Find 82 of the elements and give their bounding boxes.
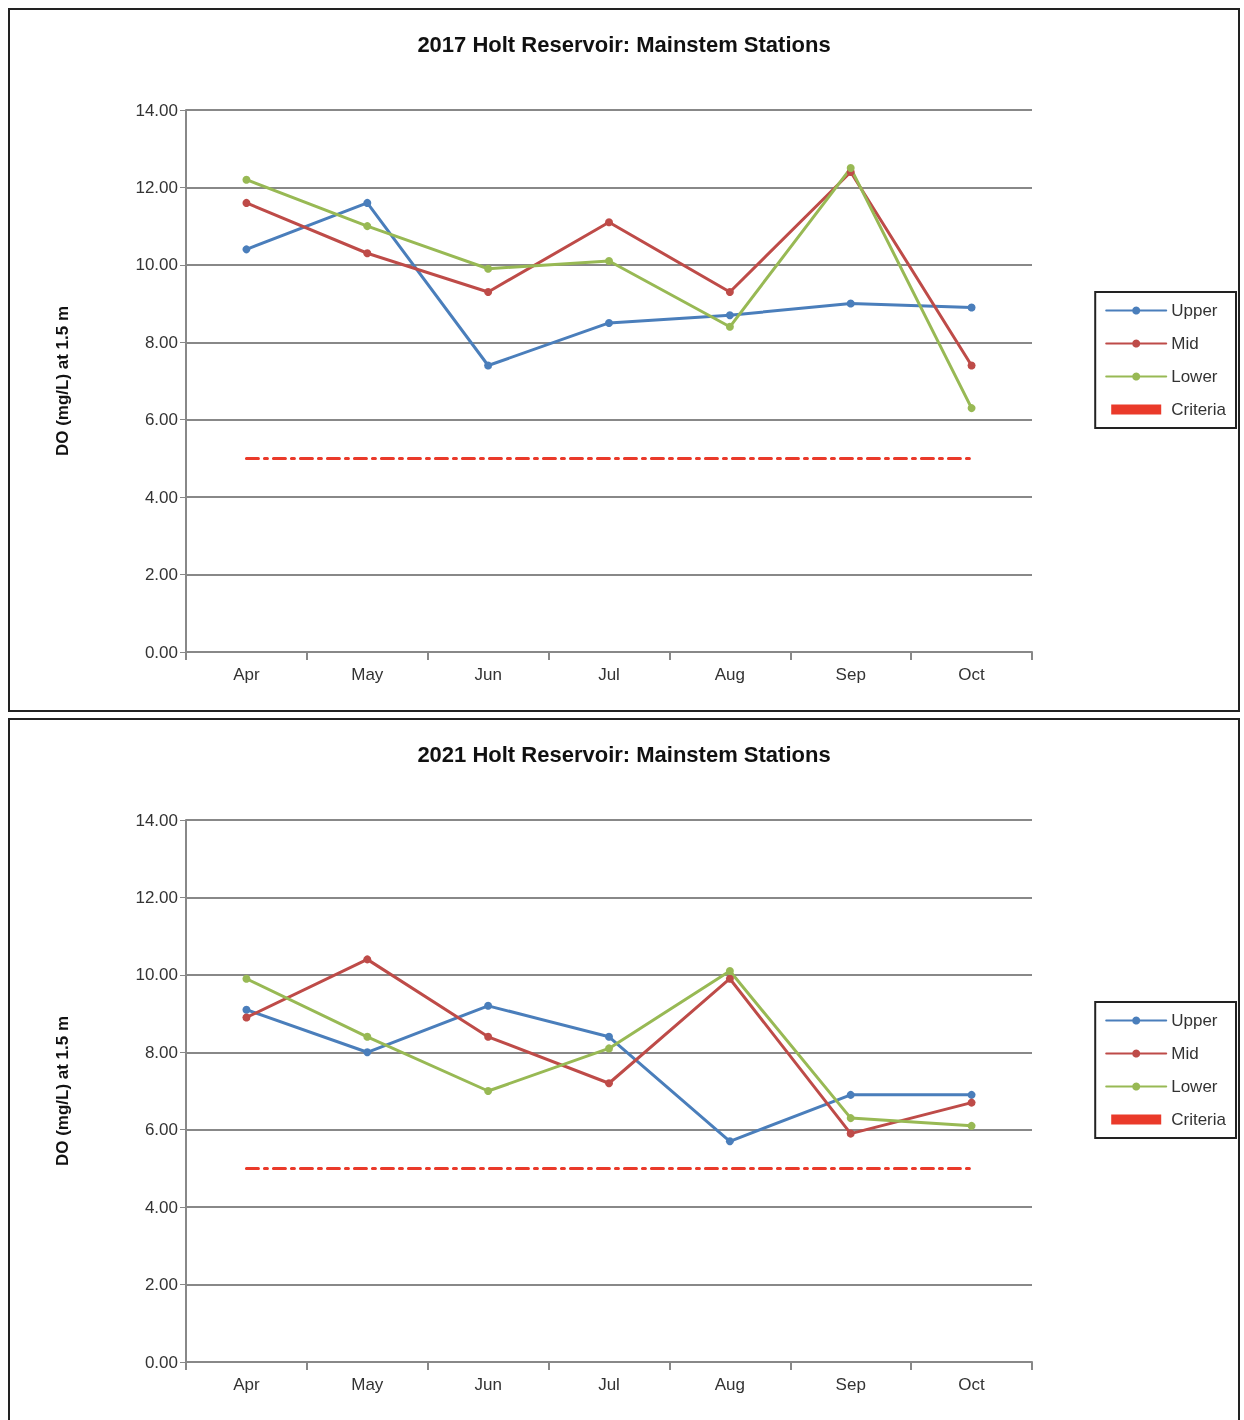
y-tick-label: 2.00 — [144, 1275, 178, 1295]
point — [846, 1114, 855, 1123]
y-tick-label: 14.00 — [135, 810, 178, 830]
point — [605, 1044, 613, 1053]
point — [605, 1032, 613, 1041]
y-tick-label: 12.00 — [135, 887, 178, 907]
x-tick-label: Aug — [714, 1375, 745, 1394]
chart-title: 2021 Holt Reservoir: Mainstem Stations — [417, 741, 831, 767]
x-tick-label: Sep — [835, 1375, 866, 1394]
x-tick-label: Apr — [233, 665, 260, 684]
y-axis-title: DO (mg/L) at 1.5 m — [53, 305, 72, 457]
y-tick-label: 6.00 — [144, 1120, 178, 1140]
point — [484, 1001, 493, 1010]
point — [725, 974, 734, 983]
x-tick-label: Jun — [474, 1375, 502, 1394]
point — [363, 955, 372, 964]
point — [725, 311, 734, 320]
y-tick-label: 8.00 — [144, 332, 178, 352]
x-tick-label: Oct — [958, 665, 986, 684]
point — [242, 175, 251, 184]
point — [484, 361, 493, 370]
x-tick-label: May — [351, 665, 384, 684]
legend-label: Criteria — [1171, 400, 1227, 419]
point — [725, 287, 734, 296]
x-tick-label: Sep — [835, 665, 866, 684]
x-tick-label: May — [351, 1375, 384, 1394]
y-tick-label: 10.00 — [135, 255, 178, 275]
point — [846, 1090, 855, 1099]
point — [363, 198, 372, 207]
point — [363, 222, 372, 231]
point — [242, 245, 251, 254]
y-tick-label: 8.00 — [144, 1042, 178, 1062]
point — [484, 1087, 493, 1095]
point — [967, 361, 976, 370]
y-tick-label: 4.00 — [144, 1197, 178, 1217]
point — [242, 198, 251, 207]
y-tick-label: 14.00 — [135, 100, 178, 120]
point — [967, 1121, 976, 1130]
x-tick-label: Oct — [958, 1375, 986, 1394]
y-tick-label: 2.00 — [144, 565, 178, 585]
point — [967, 1098, 976, 1107]
legend-label: Upper — [1171, 301, 1218, 320]
point — [846, 1129, 855, 1138]
y-tick-label: 10.00 — [135, 965, 178, 985]
y-axis-title: DO (mg/L) at 1.5 m — [53, 1015, 72, 1167]
point — [242, 1005, 251, 1014]
y-tick-label: 0.00 — [144, 1352, 178, 1372]
legend-label: Lower — [1171, 1077, 1218, 1096]
point — [725, 322, 734, 331]
point — [363, 1048, 372, 1057]
point — [484, 264, 493, 273]
legend-label: Upper — [1171, 1011, 1218, 1030]
x-tick-label: Apr — [233, 1375, 260, 1394]
point — [242, 974, 251, 983]
point — [967, 404, 976, 413]
point — [363, 249, 372, 258]
point — [846, 299, 855, 308]
point — [967, 303, 976, 312]
y-tick-label: 6.00 — [144, 410, 178, 430]
chart-title: 2017 Holt Reservoir: Mainstem Stations — [417, 31, 831, 57]
y-tick-label: 12.00 — [135, 177, 178, 197]
point — [605, 218, 613, 227]
point — [605, 1079, 613, 1088]
legend-label: Mid — [1171, 334, 1199, 353]
legend-label: Lower — [1171, 367, 1218, 386]
point — [725, 966, 734, 975]
point — [967, 1090, 976, 1099]
point — [363, 1032, 372, 1041]
point — [605, 318, 613, 327]
y-tick-label: 0.00 — [144, 642, 178, 662]
x-tick-label: Jul — [598, 1375, 620, 1394]
legend-label: Criteria — [1171, 1110, 1227, 1129]
point — [725, 1137, 734, 1146]
x-tick-label: Jul — [598, 665, 620, 684]
y-tick-label: 4.00 — [144, 487, 178, 507]
legend-label: Mid — [1171, 1044, 1199, 1063]
point — [484, 287, 493, 296]
x-tick-label: Jun — [474, 665, 502, 684]
point — [242, 1013, 251, 1022]
x-tick-label: Aug — [714, 665, 745, 684]
point — [605, 256, 613, 265]
point — [484, 1032, 493, 1041]
